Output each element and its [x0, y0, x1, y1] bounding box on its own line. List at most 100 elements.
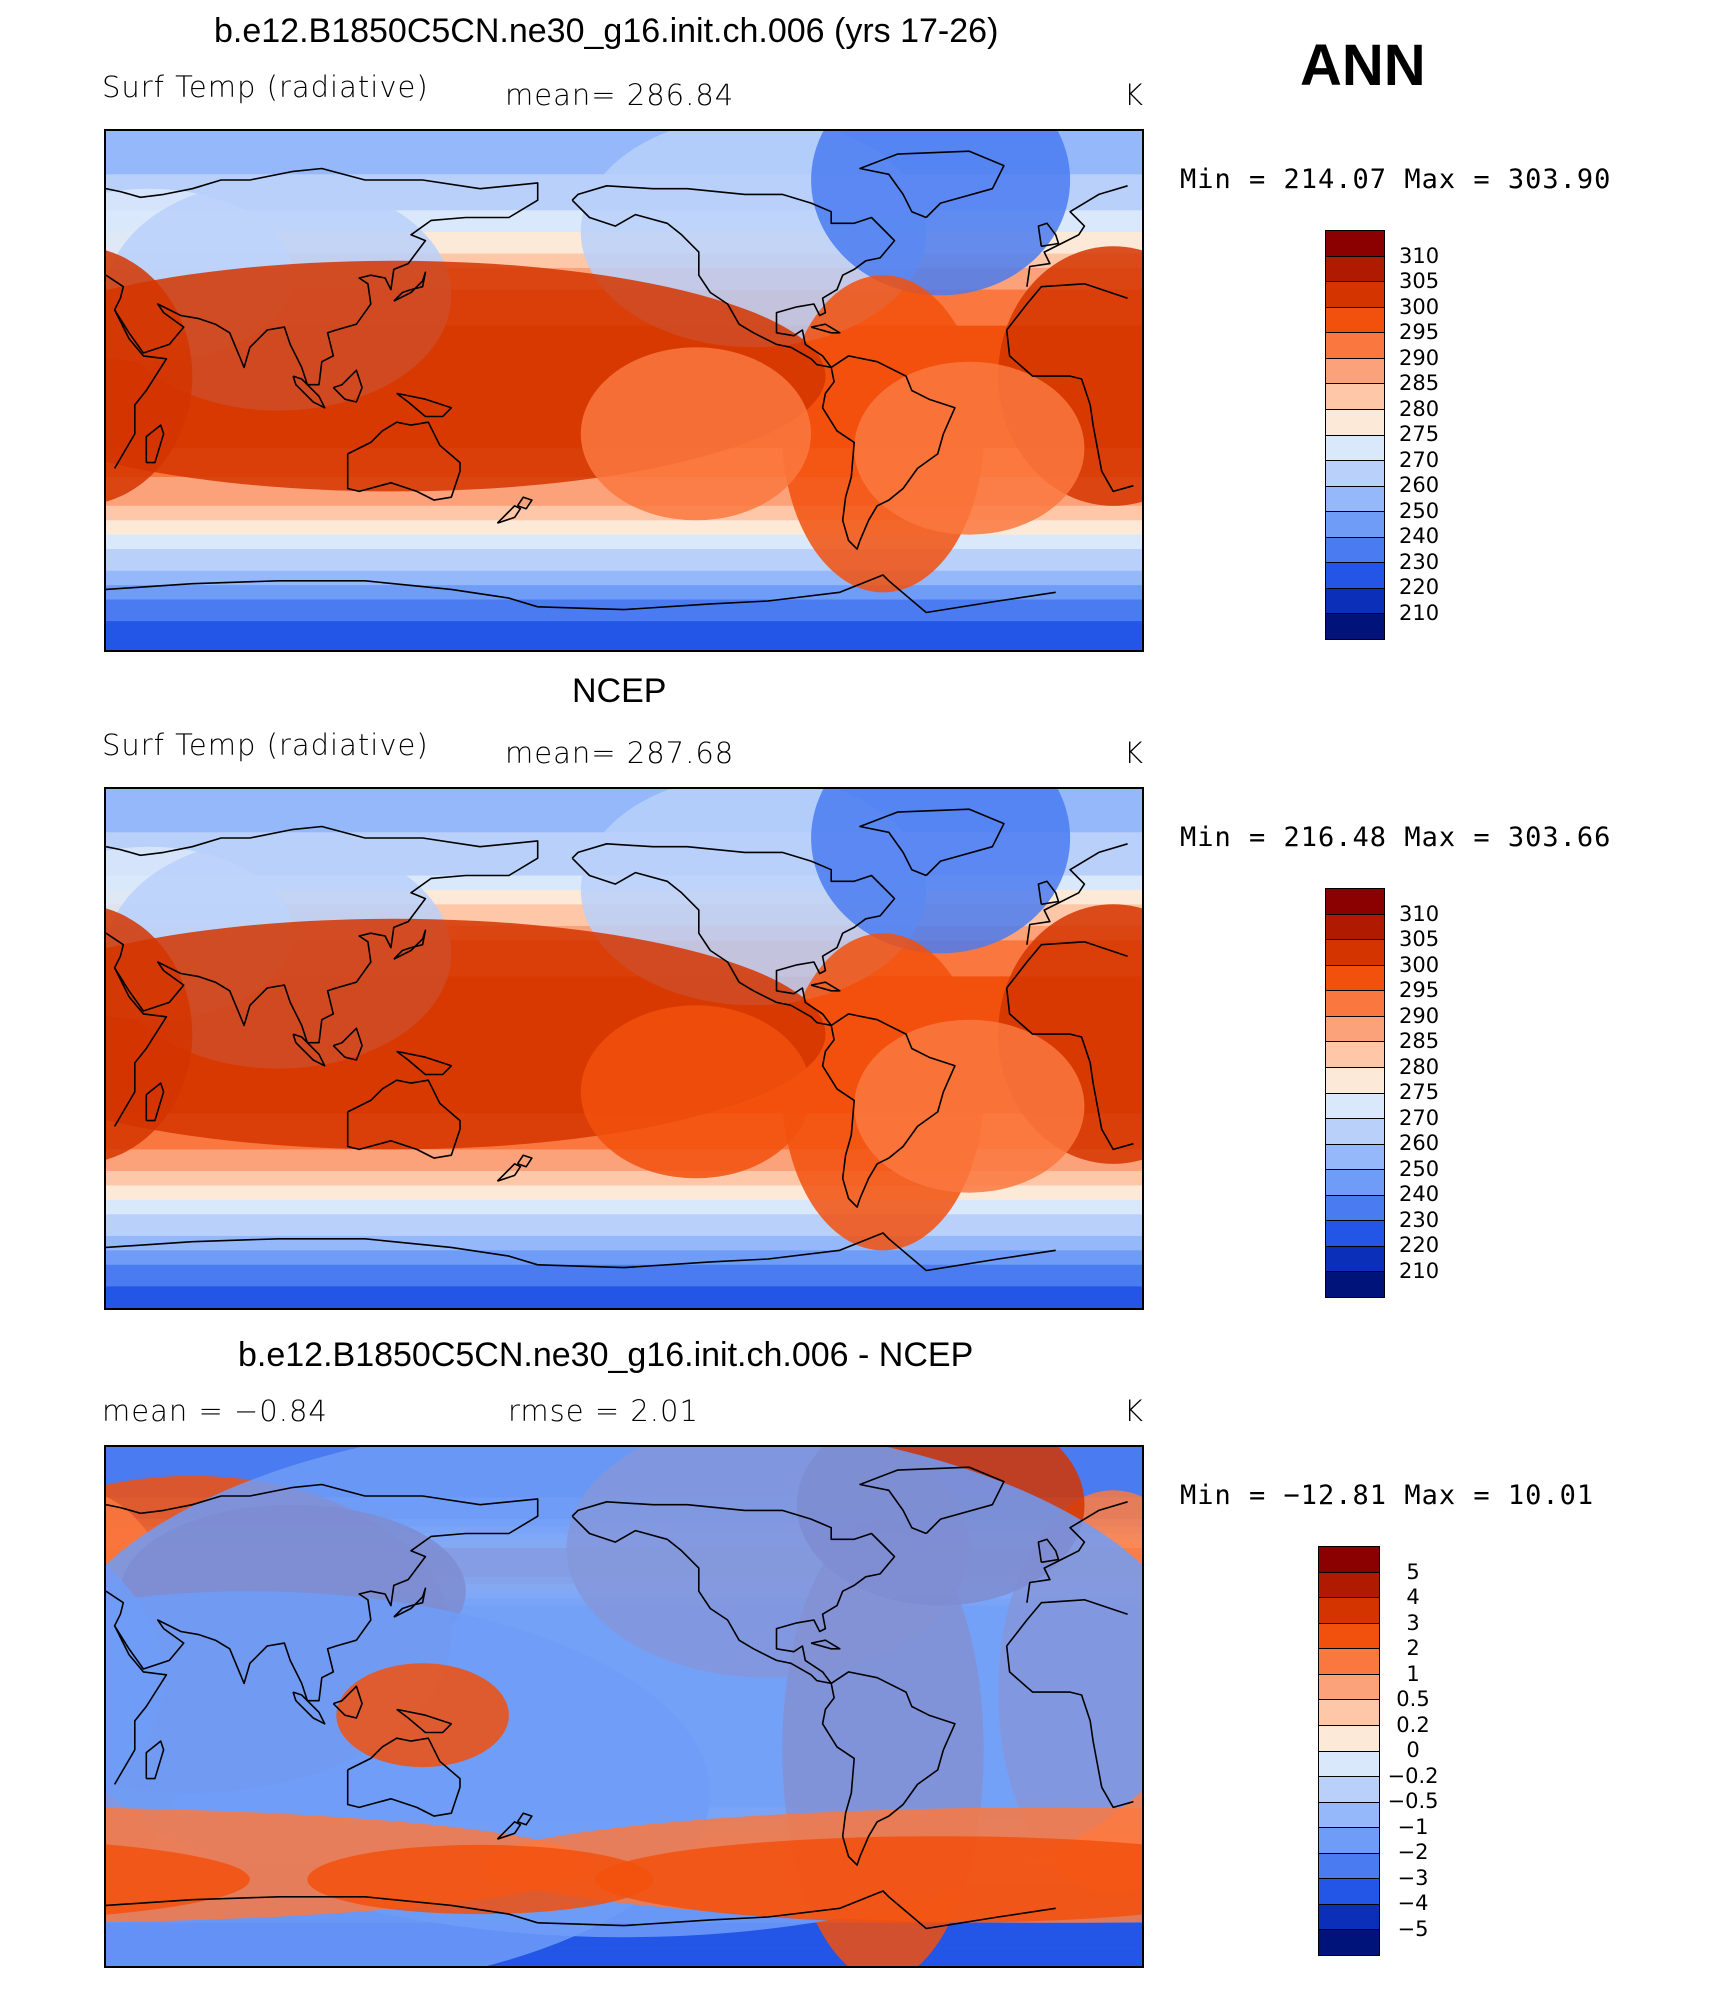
diff-colorbar-swatch	[1319, 1572, 1379, 1599]
temp-colorbar-1-tick-label: 250	[1399, 498, 1440, 523]
diff-colorbar-tick-label: 2	[1406, 1636, 1420, 1660]
temp-colorbar-2-tick-label: 240	[1399, 1182, 1440, 1206]
diff-colorbar-tick-label: 0.2	[1396, 1712, 1430, 1737]
coastline	[1026, 843, 1128, 945]
temp-colorbar-2-swatch	[1326, 1093, 1384, 1120]
coastline	[821, 1013, 956, 1208]
coastline	[106, 1895, 538, 1924]
zonal-band	[106, 635, 1142, 644]
diff-colorbar-swatch	[1319, 1777, 1379, 1803]
panel1-variable: Surf Temp (radiative)	[102, 70, 429, 104]
zonal-band	[106, 592, 1142, 601]
zonal-band	[106, 534, 1142, 543]
panel3-colorbar	[1318, 1546, 1380, 1956]
coastline	[1006, 1599, 1128, 1647]
temp-colorbar-2-tick-label: 210	[1399, 1258, 1440, 1283]
zonal-band	[106, 1958, 1142, 1966]
panel1-map	[104, 129, 1144, 652]
diff-colorbar-swatch	[1319, 1700, 1379, 1726]
temp-colorbar-1-swatch	[1326, 333, 1384, 359]
coastline	[145, 1082, 165, 1122]
temp-colorbar-1-tick-label: 280	[1399, 396, 1440, 421]
zonal-band	[106, 1293, 1142, 1302]
temp-colorbar-2-tick-label: 270	[1399, 1105, 1440, 1130]
diff-colorbar-tick-label: 1	[1406, 1661, 1420, 1686]
diff-colorbar-swatch	[1319, 1853, 1379, 1880]
regional-anomaly	[307, 1844, 653, 1915]
zonal-band	[106, 1279, 1142, 1287]
coastline	[537, 1232, 1056, 1272]
temp-colorbar-1-tick-label: 305	[1399, 269, 1440, 293]
regional-anomaly	[854, 361, 1085, 535]
coastline	[106, 167, 539, 386]
zonal-band	[106, 1286, 1142, 1295]
temp-colorbar-2-swatch	[1326, 1067, 1384, 1094]
coastline	[396, 1050, 453, 1076]
diff-colorbar-tick-label: 4	[1406, 1585, 1420, 1609]
coastline	[332, 1685, 363, 1719]
zonal-band	[106, 520, 1142, 529]
zonal-band	[106, 498, 1142, 507]
zonal-band	[106, 145, 1142, 154]
zonal-band	[106, 1243, 1142, 1251]
coastline	[292, 375, 326, 409]
temp-colorbar-1-tick-label: 220	[1399, 575, 1440, 599]
coastline	[346, 1079, 461, 1159]
season-label: ANN	[1300, 33, 1426, 98]
zonal-band	[106, 513, 1142, 521]
panel3-units: K	[1124, 1394, 1145, 1428]
temp-colorbar-2-tick-label: 260	[1399, 1131, 1440, 1155]
zonal-band	[106, 577, 1142, 586]
temp-colorbar-2-tick-label: 285	[1399, 1029, 1440, 1053]
diff-colorbar-tick-label: 3	[1406, 1610, 1420, 1635]
coastline	[1037, 880, 1060, 906]
zonal-band	[106, 1951, 1142, 1960]
panel1-minmax: Min = 214.07 Max = 303.90	[1180, 164, 1612, 195]
zonal-band	[106, 541, 1142, 550]
zonal-band	[106, 1235, 1142, 1244]
coastline	[106, 1237, 538, 1266]
coastline	[106, 1483, 539, 1702]
diff-colorbar-swatch	[1319, 1674, 1379, 1701]
zonal-band	[106, 1250, 1142, 1259]
diff-colorbar-tick-label: 5	[1406, 1559, 1420, 1584]
temp-colorbar-1-swatch	[1326, 537, 1384, 564]
coastline	[496, 1162, 522, 1182]
zonal-band	[106, 505, 1142, 514]
temp-colorbar-1-tick-label: 295	[1399, 320, 1440, 344]
zonal-band	[106, 803, 1142, 812]
coastline	[292, 1033, 326, 1067]
diff-colorbar-swatch	[1319, 1802, 1379, 1829]
zonal-band	[106, 789, 1142, 797]
coastline	[396, 392, 453, 418]
regional-anomaly	[580, 347, 811, 521]
zonal-band	[106, 642, 1142, 650]
temp-colorbar-1-swatch	[1326, 256, 1384, 283]
panel1-colorbar	[1325, 230, 1385, 640]
coastline	[496, 504, 522, 524]
temp-colorbar-2-swatch	[1326, 940, 1384, 966]
panel3-map	[104, 1445, 1144, 1968]
zonal-band	[106, 563, 1142, 572]
temp-colorbar-1-tick-label: 290	[1399, 345, 1440, 370]
coastline	[393, 1587, 427, 1618]
coastline	[496, 1820, 522, 1840]
panel2-map-svg	[106, 789, 1142, 1308]
zonal-band	[106, 1192, 1142, 1201]
diff-colorbar-swatch	[1319, 1547, 1379, 1573]
zonal-band	[106, 1171, 1142, 1179]
temp-colorbar-2-swatch	[1326, 889, 1384, 915]
temp-colorbar-2-swatch	[1326, 1246, 1384, 1273]
temp-colorbar-1-swatch	[1326, 563, 1384, 589]
regional-anomaly	[580, 1005, 811, 1179]
panel1-title: b.e12.B1850C5CN.ne30_g16.init.ch.006 (yr…	[214, 12, 999, 50]
coastline	[393, 271, 427, 302]
coastline	[571, 1500, 896, 1685]
coastline	[145, 424, 165, 464]
coastline	[346, 1737, 461, 1817]
temp-colorbar-1-swatch	[1326, 486, 1384, 513]
coastline	[821, 355, 956, 550]
zonal-band	[106, 1271, 1142, 1280]
temp-colorbar-2-swatch	[1326, 991, 1384, 1017]
zonal-band	[106, 1185, 1142, 1194]
